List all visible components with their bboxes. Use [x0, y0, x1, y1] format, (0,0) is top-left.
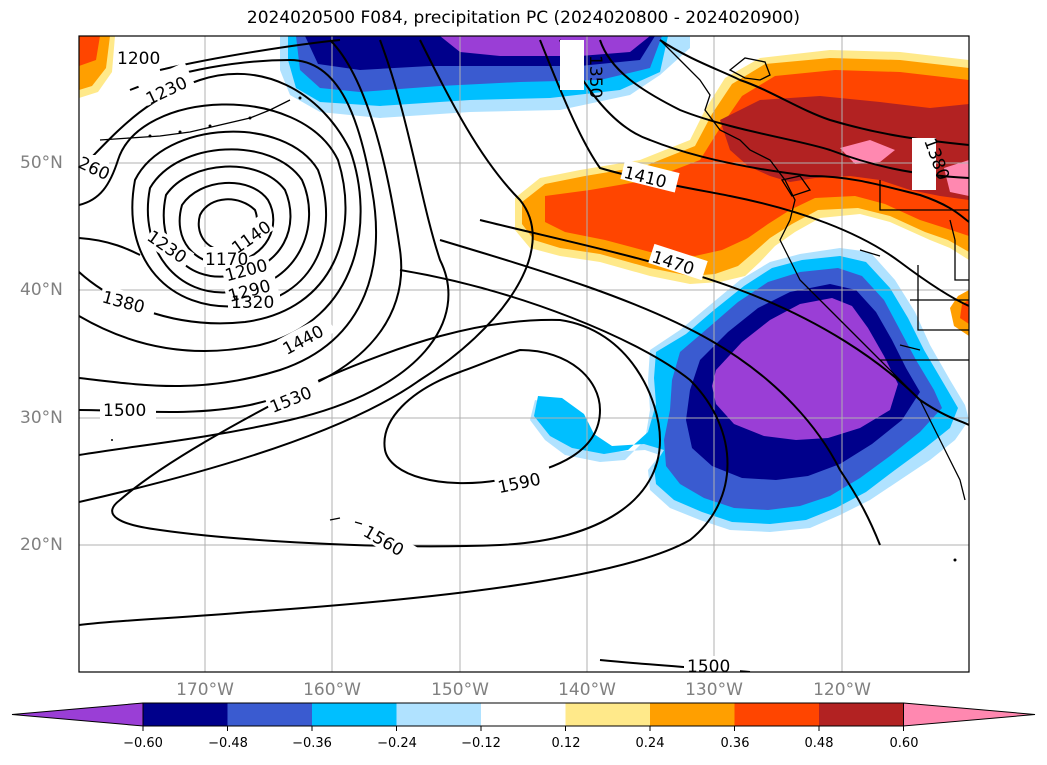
colorbar-segment — [650, 703, 735, 726]
contour-label: 1380 — [100, 288, 147, 319]
colorbar-tick: −0.36 — [292, 736, 332, 751]
contour-label: 1200 — [117, 49, 160, 69]
contour-label-halos — [79, 40, 936, 672]
map-grid — [79, 36, 969, 672]
map-title: 2024020500 F084, precipitation PC (20240… — [246, 8, 801, 28]
coastlines — [99, 39, 969, 541]
shading-east-pacific-negative — [530, 248, 969, 532]
height-contours — [79, 39, 969, 672]
colorbar-tick: 0.12 — [551, 736, 581, 751]
lon-label-170w: 170°W — [176, 680, 234, 700]
lon-label-160w: 160°W — [303, 680, 361, 700]
lat-label-50n: 50°N — [20, 153, 63, 173]
map-frame — [78, 35, 970, 673]
colorbar-segment — [396, 703, 482, 726]
colorbar-segment — [143, 703, 228, 726]
colorbar-extend-high — [903, 702, 1036, 727]
lon-label-140w: 140°W — [558, 680, 616, 700]
colorbar-tick: −0.48 — [208, 736, 248, 751]
colorbar-tick: −0.60 — [123, 736, 163, 751]
contour-label: 1500 — [103, 401, 146, 421]
lat-label-30n: 30°N — [20, 408, 63, 428]
colorbar-tick: 0.24 — [635, 736, 665, 751]
colorbar-segment — [312, 703, 397, 726]
contour-label: 1350 — [585, 55, 605, 98]
lon-label-150w: 150°W — [431, 680, 489, 700]
lon-label-120w: 120°W — [813, 680, 871, 700]
colorbar-tick: 0.48 — [804, 736, 834, 751]
colorbar-tick: 0.60 — [889, 736, 919, 751]
colorbar — [11, 702, 1036, 731]
colorbar-segment — [481, 703, 566, 726]
contour-label: 1170 — [205, 250, 248, 270]
contour-label: 1320 — [231, 293, 274, 313]
contour-label: 1590 — [496, 470, 542, 499]
colorbar-tick: −0.24 — [377, 736, 417, 751]
contour-label: 1500 — [687, 657, 730, 677]
colorbar-frame — [142, 702, 904, 727]
colorbar-segment — [565, 703, 651, 726]
shading-alaska — [280, 36, 690, 118]
colorbar-segment — [734, 703, 820, 726]
colorbar-segment — [819, 703, 904, 726]
lat-label-40n: 40°N — [20, 280, 63, 300]
lat-label-20n: 20°N — [20, 535, 63, 555]
colorbar-tick: 0.36 — [720, 736, 750, 751]
colorbar-segment — [227, 703, 313, 726]
lon-label-130w: 130°W — [685, 680, 743, 700]
colorbar-extend-low — [11, 702, 144, 727]
colorbar-tick: −0.12 — [461, 736, 501, 751]
